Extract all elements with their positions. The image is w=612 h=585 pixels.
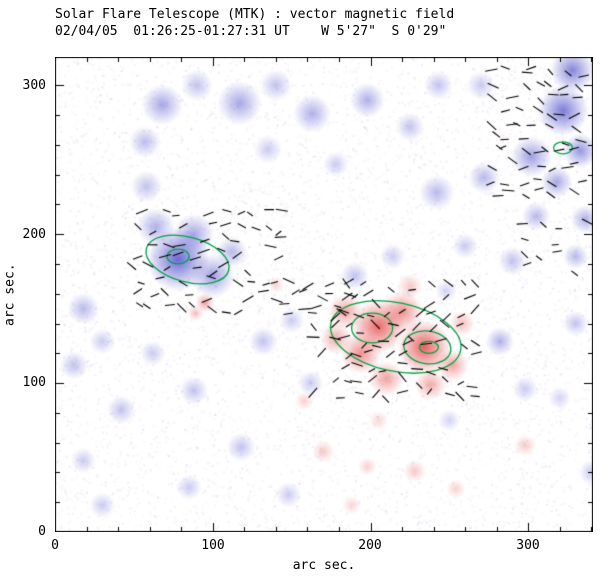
y-axis-tick-label: 0 — [38, 524, 46, 539]
plot-area — [55, 57, 593, 532]
y-axis-tick-label: 300 — [22, 78, 46, 93]
x-axis-tick-label: 200 — [358, 538, 382, 553]
plot-subtitle: 02/04/05 01:26:25-01:27:31 UT W 5'27" S … — [55, 24, 447, 39]
y-axis-label: arc sec. — [2, 263, 18, 326]
x-axis-tick-label: 100 — [201, 538, 225, 553]
y-axis-tick-label: 200 — [22, 227, 46, 242]
x-axis-tick-label: 300 — [516, 538, 540, 553]
plot-title: Solar Flare Telescope (MTK) : vector mag… — [55, 7, 455, 22]
x-axis-tick-label: 0 — [51, 538, 59, 553]
y-axis-tick-label: 100 — [22, 375, 46, 390]
magnetogram-canvas — [55, 57, 593, 532]
x-axis-label: arc sec. — [292, 558, 356, 573]
